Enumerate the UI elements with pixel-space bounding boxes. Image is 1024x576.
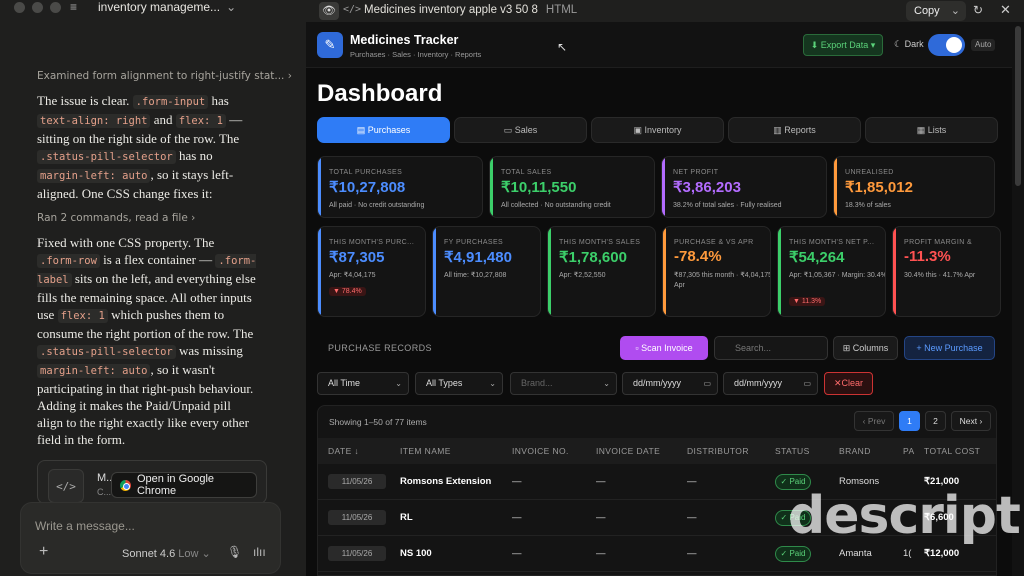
records-title: PURCHASE RECORDS (328, 343, 432, 353)
table-header: DATE ↓ ITEM NAME INVOICE NO. INVOICE DAT… (318, 438, 996, 464)
change-badge: ▼ 78.4% (329, 287, 366, 296)
column-header-distributor[interactable]: DISTRIBUTOR (687, 446, 749, 456)
page-2-button[interactable]: 2 (925, 411, 946, 431)
open-in-chrome-button[interactable]: Open in Google Chrome (111, 472, 257, 498)
column-header-pa[interactable]: PA (903, 446, 915, 456)
kpi-month-sales: THIS MONTH'S SALES ₹1,78,600 Apr: ₹2,52,55… (547, 226, 656, 317)
purchase-table: Showing 1–50 of 77 items ‹ Prev 1 2 Next… (317, 405, 997, 576)
brand-title: Medicines Tracker (350, 33, 459, 47)
chat-title[interactable]: inventory manageme... ⌄ (98, 0, 237, 14)
kpi-purchase-vs-apr: PURCHASE & VS APR -78.4% ₹87,305 this mont… (662, 226, 771, 317)
column-header-item[interactable]: ITEM NAME (400, 446, 451, 456)
refresh-icon[interactable]: ↻ (973, 3, 984, 17)
kpi-total-purchases: TOTAL PURCHASES ₹10,27,808 All paid · No c… (317, 156, 483, 218)
table-row[interactable]: 11/05/26 Romsons Extension — — — ✓ Paid … (318, 464, 996, 500)
app-header: ✎ Medicines Tracker Purchases · Sales · … (306, 22, 1012, 68)
kpi-unrealised: UNREALISED ₹1,85,012 18.3% of sales (833, 156, 995, 218)
app-logo-icon: ✎ (317, 32, 343, 58)
pagination: ‹ Prev 1 2 Next › (854, 411, 991, 431)
watermark: descript (788, 486, 1021, 546)
ran-commands-step[interactable]: Ran 2 commands, read a file › (37, 212, 196, 224)
column-header-date[interactable]: DATE ↓ (328, 446, 360, 456)
clear-filters-button[interactable]: ✕Clear (824, 372, 873, 395)
kpi-month-purchases: THIS MONTH'S PURC... ₹87,305 Apr: ₹4,04,17… (317, 226, 426, 317)
assistant-message-1: The issue is clear. .form-input has text… (37, 93, 243, 201)
tab-inventory[interactable]: ▣ Inventory (591, 117, 724, 143)
page-1-button[interactable]: 1 (899, 411, 920, 431)
kpi-net-profit: NET PROFIT ₹3,86,203 38.2% of total sales … (661, 156, 827, 218)
scrollbar[interactable] (1012, 22, 1024, 576)
assistant-message-2: Fixed with one CSS property. The .form-r… (37, 235, 257, 447)
export-data-button[interactable]: ⬇ Export Data ▾ (803, 34, 883, 56)
tab-reports[interactable]: ▥ Reports (728, 117, 861, 143)
code-view-icon[interactable]: </> (343, 4, 362, 15)
date-from-input[interactable]: dd/mm/yyyy ▭ (622, 372, 718, 395)
kpi-month-net-profit: THIS MONTH'S NET P... ₹54,264 Apr: ₹1,05,3… (777, 226, 886, 317)
examined-step[interactable]: Examined form alignment to right-justify… (37, 70, 292, 82)
chevron-down-icon[interactable]: ⌄ (950, 5, 960, 17)
tab-purchases[interactable]: ▤ Purchases (317, 117, 450, 143)
window-controls[interactable] (14, 2, 61, 13)
chevron-down-icon: ⌄ (226, 0, 237, 14)
columns-button[interactable]: ⊞ Columns (833, 336, 898, 360)
artifact-title-bar: Medicines inventory apple v3 50 8 HTML (364, 4, 578, 16)
column-header-brand[interactable]: BRAND (839, 446, 871, 456)
brand-filter-select[interactable]: Brand... ⌄ (510, 372, 617, 395)
tab-sales[interactable]: ▭ Sales (454, 117, 587, 143)
chrome-icon (120, 479, 131, 491)
kpi-fy-purchases: FY PURCHASES ₹4,91,480 All time: ₹10,27,80… (432, 226, 541, 317)
prev-page-button[interactable]: ‹ Prev (854, 411, 894, 431)
date-to-input[interactable]: dd/mm/yyyy ▭ (723, 372, 818, 395)
menu-icon[interactable]: ≡ (70, 0, 78, 14)
tab-lists[interactable]: ▦ Lists (865, 117, 998, 143)
microphone-icon[interactable]: 🎙 (227, 545, 243, 559)
type-filter-select[interactable]: All Types ⌄ (415, 372, 503, 395)
code-icon: </> (48, 469, 84, 503)
auto-theme-button[interactable]: Auto (971, 39, 996, 51)
dark-mode-toggle[interactable] (928, 34, 965, 56)
column-header-total-cost[interactable]: TOTAL COST (924, 446, 981, 456)
kpi-row-bottom: THIS MONTH'S PURC... ₹87,305 Apr: ₹4,04,17… (317, 226, 1001, 317)
column-header-invoice-no[interactable]: INVOICE NO. (512, 446, 569, 456)
message-input[interactable]: Write a message... (35, 519, 135, 533)
message-composer[interactable]: Write a message... + Sonnet 4.6 Low ⌄ 🎙 … (20, 502, 281, 574)
close-icon[interactable]: ✕ (1000, 2, 1011, 17)
brand-subtitle: Purchases · Sales · Inventory · Reports (350, 50, 482, 59)
page-title: Dashboard (317, 80, 443, 107)
preview-eye-icon[interactable]: 👁 (319, 2, 339, 20)
change-badge: ▼ 11.3% (789, 297, 826, 306)
chat-panel: ≡ inventory manageme... ⌄ Examined form a… (0, 0, 306, 576)
scan-invoice-button[interactable]: ▫ Scan Invoice (620, 336, 708, 360)
copy-button[interactable]: Copy ⌄ (906, 1, 966, 21)
kpi-row-top: TOTAL PURCHASES ₹10,27,808 All paid · No c… (317, 156, 995, 218)
voice-wave-icon[interactable]: ılıı (253, 545, 266, 559)
records-toolbar: PURCHASE RECORDS ▫ Scan Invoice ⌕ Search… (306, 336, 1012, 362)
plus-icon[interactable]: + (39, 543, 49, 560)
new-purchase-button[interactable]: + New Purchase (904, 336, 995, 360)
calendar-icon: ▭ (703, 379, 711, 388)
search-input[interactable]: Search... (714, 336, 828, 360)
status-badge[interactable]: ✓ Paid (775, 474, 811, 490)
status-badge[interactable]: ✓ Paid (775, 546, 811, 562)
artifact-title: M... (97, 472, 116, 484)
showing-count: Showing 1–50 of 77 items (329, 417, 427, 427)
column-header-status[interactable]: STATUS (775, 446, 810, 456)
calendar-icon: ▭ (803, 379, 811, 388)
table-row[interactable]: 11/05/26 NS 100 — — — ✓ Paid Amanta 1( ₹… (318, 536, 996, 572)
mouse-cursor-icon: ↖ (557, 40, 568, 54)
model-selector[interactable]: Sonnet 4.6 Low ⌄ (122, 548, 211, 560)
kpi-total-sales: TOTAL SALES ₹10,11,550 All collected · No … (489, 156, 655, 218)
status-badge[interactable]: ✓ Paid (775, 510, 811, 526)
next-page-button[interactable]: Next › (951, 411, 991, 431)
column-header-invoice-date[interactable]: INVOICE DATE (596, 446, 661, 456)
time-filter-select[interactable]: All Time ⌄ (317, 372, 409, 395)
dark-mode-label: ☾ Dark (894, 39, 924, 49)
main-tabs: ▤ Purchases ▭ Sales ▣ Inventory ▥ Report… (317, 117, 998, 143)
kpi-profit-margin: PROFIT MARGIN & -11.3% 30.4% this · 41.7% … (892, 226, 1001, 317)
artifact-subtitle: C... (97, 487, 112, 497)
table-row[interactable]: 11/05/26 RL — — — ✓ Paid ₹6,600 (318, 500, 996, 536)
